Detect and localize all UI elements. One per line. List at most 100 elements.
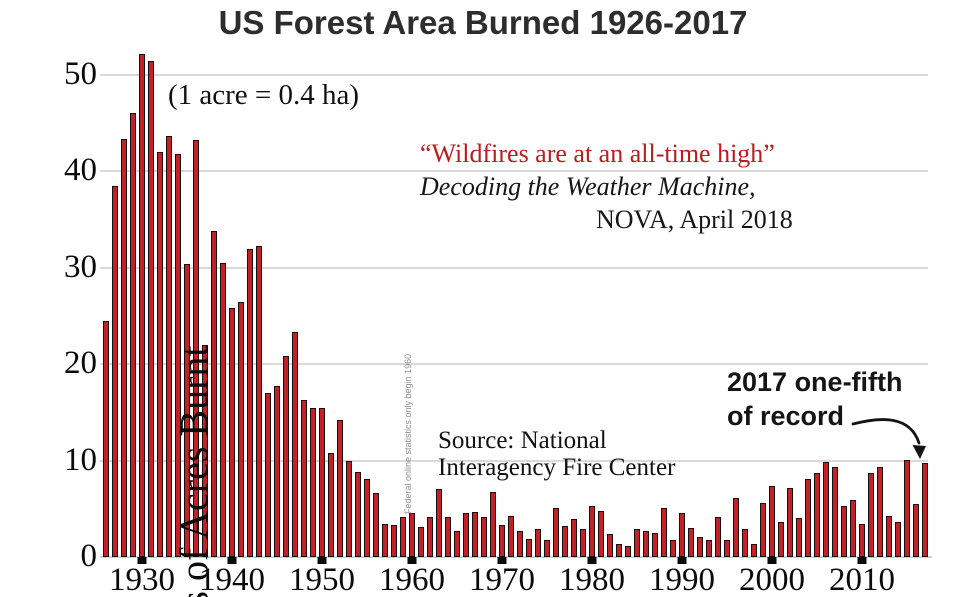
y-tick-label-20: 20	[64, 345, 97, 382]
federal-statistics-note: Federal online statistics only begin 196…	[403, 353, 413, 514]
bar-1955	[363, 478, 371, 557]
x-tick-label-1930: 1930	[109, 562, 175, 597]
y-tick-label-10: 10	[64, 441, 97, 478]
bar-1992	[696, 536, 704, 557]
bar-2012	[876, 467, 884, 557]
bar-1978	[570, 519, 578, 557]
bar-1953	[345, 460, 353, 557]
bar-1960	[408, 512, 416, 557]
x-tick-mark-1970	[497, 557, 507, 564]
bar-2014	[894, 522, 902, 557]
bar-1936	[192, 139, 200, 557]
bar-2001	[777, 522, 785, 557]
y-tick-label-30: 30	[64, 248, 97, 285]
bar-1934	[174, 154, 182, 557]
bar-1980	[588, 505, 596, 557]
annotation-2017-line-2: of record	[727, 401, 845, 431]
bar-1949	[309, 407, 317, 557]
bar-1962	[426, 517, 434, 557]
bar-1999	[759, 503, 767, 557]
bar-1940	[228, 308, 236, 557]
bar-1954	[354, 472, 362, 557]
bar-2004	[804, 478, 812, 557]
bar-1952	[336, 420, 344, 557]
bar-2005	[813, 473, 821, 557]
bar-1956	[372, 493, 380, 557]
bar-1976	[552, 507, 560, 557]
bar-1926	[102, 320, 110, 557]
x-tick-label-1960: 1960	[379, 562, 445, 597]
bar-1939	[219, 262, 227, 557]
bar-1977	[561, 526, 569, 557]
bar-1957	[381, 524, 389, 557]
bar-1931	[147, 60, 155, 557]
bar-1969	[489, 492, 497, 557]
bar-2017	[921, 462, 929, 557]
bar-1984	[624, 546, 632, 557]
bar-1975	[543, 539, 551, 557]
y-axis-title: Millions of Acres Burnt	[171, 345, 217, 597]
bar-1941	[237, 301, 245, 557]
bar-1935	[183, 263, 191, 557]
quote-source-detail: NOVA, April 2018	[596, 205, 793, 234]
bar-1927	[111, 185, 119, 557]
bar-2015	[903, 459, 911, 557]
bar-1981	[597, 510, 605, 557]
data-source-line-2: Interagency Fire Center	[438, 454, 676, 481]
x-tick-label-1990: 1990	[649, 562, 715, 597]
y-tick-label-50: 50	[64, 56, 97, 92]
bar-2003	[795, 518, 803, 557]
bar-1963	[435, 488, 443, 557]
bar-2008	[840, 505, 848, 557]
x-tick-mark-2010	[857, 557, 867, 564]
data-source-line-1: Source: National	[438, 427, 607, 454]
bar-1983	[615, 543, 623, 557]
bar-1928	[120, 138, 128, 557]
bar-2006	[822, 461, 830, 557]
bar-1996	[732, 498, 740, 557]
x-tick-label-2000: 2000	[739, 562, 805, 597]
bar-2002	[786, 487, 794, 557]
gridline-10	[100, 459, 928, 462]
bar-1942	[246, 249, 254, 557]
gridline-30	[100, 266, 928, 269]
x-tick-label-1940: 1940	[199, 562, 265, 597]
bar-1974	[534, 529, 542, 557]
bar-1958	[390, 525, 398, 557]
x-tick-mark-1990	[677, 557, 687, 564]
bar-2016	[912, 503, 920, 557]
annotation-2017-line-1: 2017 one-fifth	[727, 367, 903, 397]
bar-1998	[750, 544, 758, 557]
bar-1947	[291, 332, 299, 557]
y-tick-label-0: 0	[80, 538, 98, 574]
bar-2007	[831, 467, 839, 557]
bar-1937	[201, 344, 209, 557]
bar-1988	[660, 507, 668, 557]
bar-1959	[399, 516, 407, 557]
chart-title: US Forest Area Burned 1926-2017	[218, 4, 748, 41]
bar-2000	[768, 485, 776, 557]
bar-1967	[471, 511, 479, 557]
bar-1970	[498, 525, 506, 557]
bar-1968	[480, 516, 488, 557]
y-tick-label-40: 40	[64, 152, 97, 189]
gridline-50	[100, 74, 928, 76]
x-tick-mark-2000	[767, 557, 777, 564]
bar-1986	[642, 530, 650, 557]
gridline-20	[100, 363, 928, 366]
bar-1997	[741, 529, 749, 557]
bar-1993	[705, 539, 713, 557]
x-tick-label-1980: 1980	[559, 562, 625, 597]
bar-1965	[453, 530, 461, 557]
x-tick-label-2010: 2010	[829, 562, 895, 597]
bar-1971	[507, 515, 515, 557]
x-tick-mark-1950	[317, 557, 327, 564]
bar-1979	[579, 529, 587, 557]
bar-1933	[165, 135, 173, 557]
bar-2009	[849, 500, 857, 557]
bar-1932	[156, 152, 164, 557]
bar-1989	[669, 539, 677, 557]
x-axis-baseline	[100, 556, 932, 558]
